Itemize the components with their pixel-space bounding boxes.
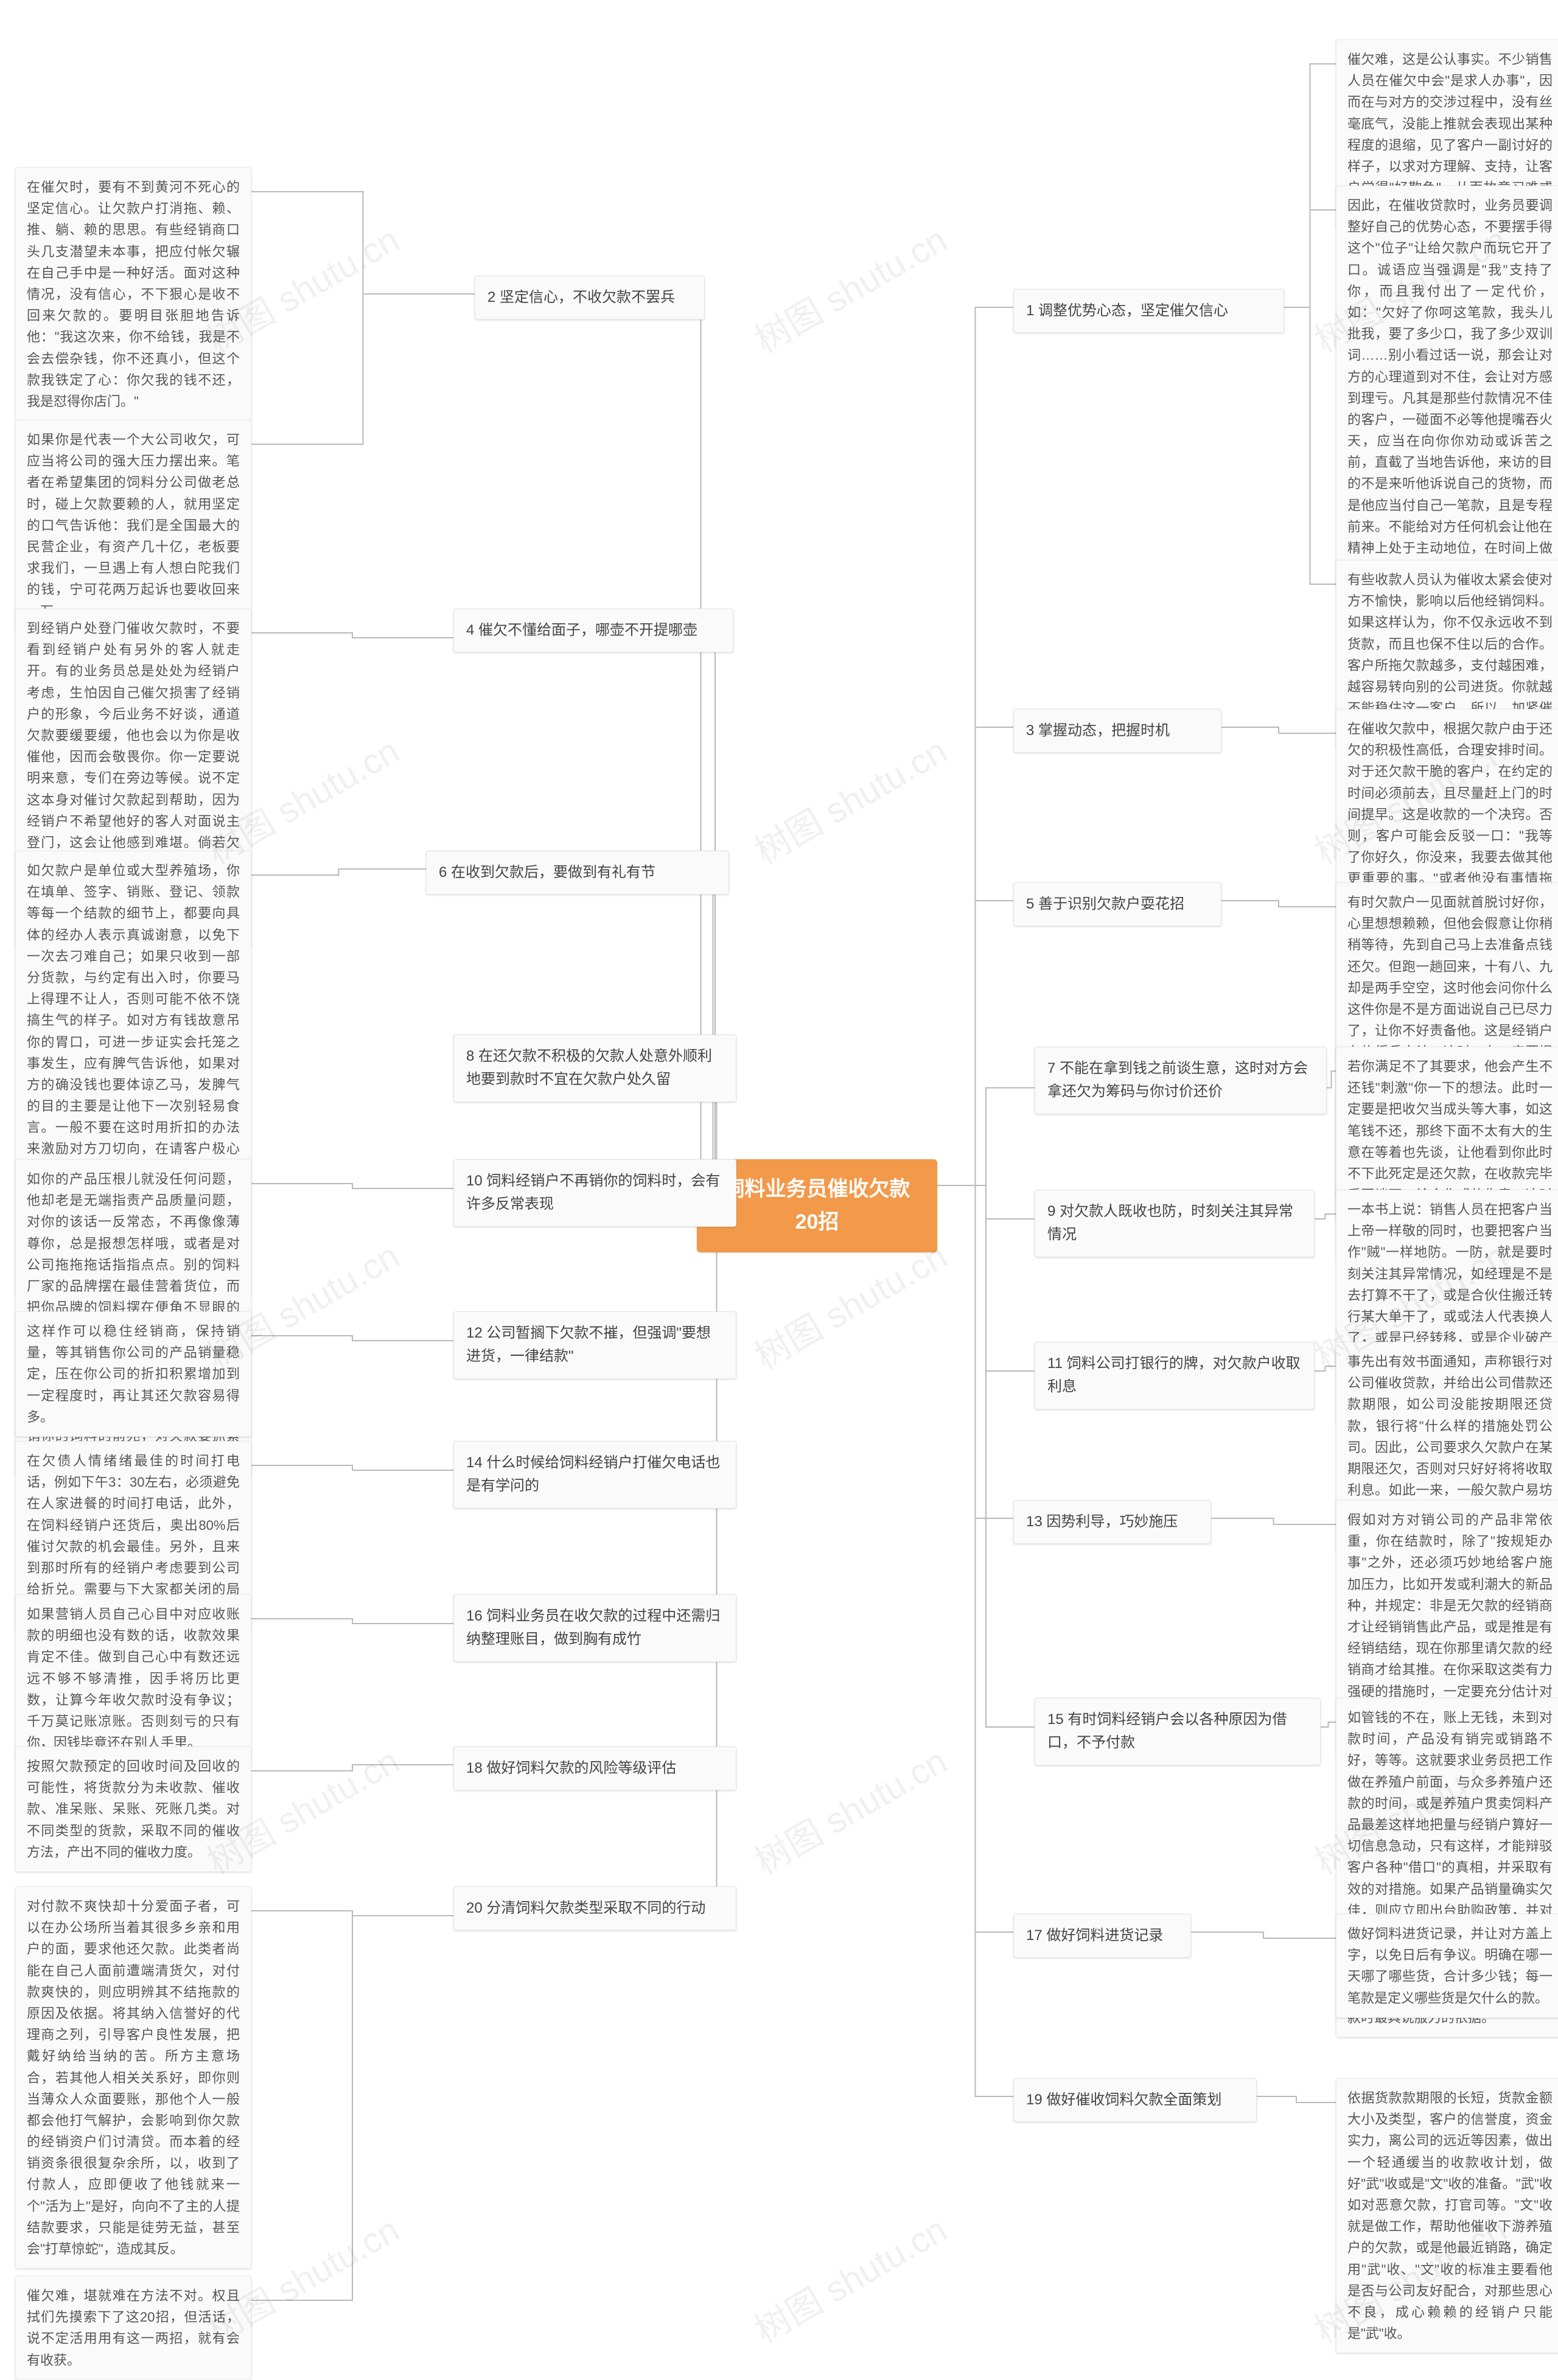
leaf-l20a: 对付款不爽快却十分爱面子者，可以在办公场所当着其很多乡亲和用户的面，要求他还欠款… xyxy=(15,1886,251,2269)
branch-b8: 8 在还欠款不积极的欠款人处意外顺利地要到款时不宜在欠款户处久留 xyxy=(453,1035,736,1102)
branch-b20: 20 分清饲料欠款类型采取不同的行动 xyxy=(453,1886,736,1930)
branch-b12: 12 公司暂搁下欠款不摧，但强调"要想进货，一律结款" xyxy=(453,1311,736,1379)
branch-b14: 14 什么时候给饲料经销户打催欠电话也是有学问的 xyxy=(453,1441,736,1509)
leaf-l16a: 如果营销人员自己心目中对应收账款的明细也没有数的话，收款效果肯定不佳。做到自己心… xyxy=(15,1594,251,1762)
branch-b9: 9 对欠款人既收也防，时刻关注其异常情况 xyxy=(1035,1190,1315,1257)
branch-b5: 5 善于识别欠款户耍花招 xyxy=(1013,882,1221,926)
branch-b3: 3 掌握动态，把握时机 xyxy=(1013,709,1221,753)
branch-b16: 16 饲料业务员在收欠款的过程中还需归纳整理账目，做到胸有成竹 xyxy=(453,1594,736,1662)
watermark: 树图 shutu.cn xyxy=(744,723,955,874)
branch-b18: 18 做好饲料欠款的风险等级评估 xyxy=(453,1747,736,1790)
branch-b15: 15 有时饲料经销户会以各种原因为借口，不予付款 xyxy=(1035,1698,1321,1765)
leaf-l2a: 在催欠时，要有不到黄河不死心的坚定信心。让欠款户打消拖、赖、推、躺、赖的思思。有… xyxy=(15,167,251,421)
leaf-l17a: 做好饲料进货记录，并让对方盖上字，以免日后有争议。明确在哪一天哪了哪些货，合计多… xyxy=(1336,1914,1558,2018)
watermark: 树图 shutu.cn xyxy=(744,2202,955,2353)
branch-b1: 1 调整优势心态，坚定催欠信心 xyxy=(1013,289,1284,333)
branch-b17: 17 做好饲料进货记录 xyxy=(1013,1914,1191,1958)
leaf-l2b: 如果你是代表一个大公司收欠，可应当将公司的强大压力摆出来。笔者在希望集团的饲料分… xyxy=(15,420,251,631)
branch-b2: 2 坚定信心，不收欠款不罢兵 xyxy=(475,276,705,319)
branch-b19: 19 做好催收饲料欠款全面策划 xyxy=(1013,2078,1257,2122)
watermark: 树图 shutu.cn xyxy=(744,212,955,363)
branch-b4: 4 催欠不懂给面子，哪壶不开提哪壶 xyxy=(453,609,733,652)
branch-b10: 10 饲料经销户不再销你的饲料时，会有许多反常表现 xyxy=(453,1159,736,1227)
branch-b6: 6 在收到欠款后，要做到有礼有节 xyxy=(426,851,729,895)
branch-b7: 7 不能在拿到钱之前谈生意，这时对方会拿还欠为筹码与你讨价还价 xyxy=(1035,1047,1327,1114)
branch-b11: 11 饲料公司打银行的牌，对欠款户收取利息 xyxy=(1035,1342,1315,1409)
branch-b13: 13 因势利导，巧妙施压 xyxy=(1013,1500,1211,1544)
watermark: 树图 shutu.cn xyxy=(744,1733,955,1884)
